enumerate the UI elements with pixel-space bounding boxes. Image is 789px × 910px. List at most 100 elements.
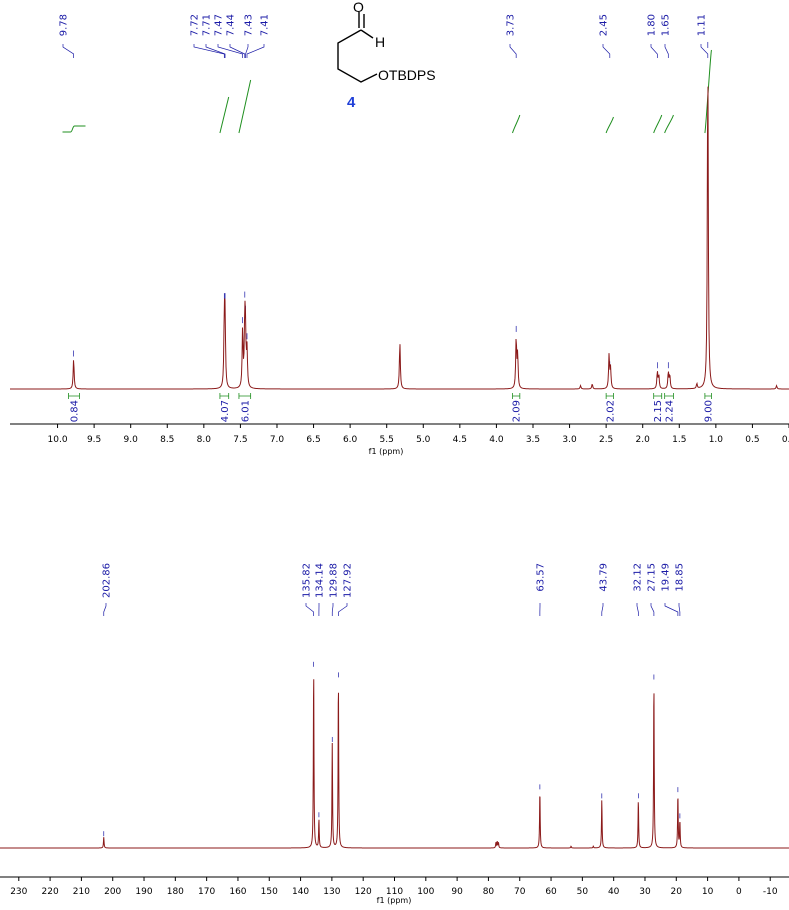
proton-integral-bracket — [705, 393, 712, 399]
carbon-x-tick-label: 100 — [417, 887, 434, 897]
carbon-peak-connector — [637, 603, 638, 616]
otbdps-group: OTBDPS — [378, 67, 436, 83]
proton-integral-bracket — [654, 393, 662, 399]
proton-peak-label: 1.11 — [697, 14, 708, 36]
proton-peak-connector — [247, 44, 264, 58]
proton-integral-value: 4.07 — [220, 400, 231, 422]
proton-x-tick-label: 6.5 — [306, 435, 320, 445]
proton-x-tick-label: 8.0 — [197, 435, 212, 445]
proton-integral-bracket — [513, 393, 520, 399]
carbon-peak-connector — [306, 603, 314, 616]
proton-x-tick-label: 7.0 — [270, 435, 285, 445]
proton-peak-connector — [665, 44, 668, 58]
proton-x-tick-label: 2.0 — [636, 435, 651, 445]
proton-integral-bracket — [606, 393, 613, 399]
atom-hydrogen: H — [375, 34, 385, 50]
carbon-chain — [338, 30, 377, 82]
carbon-x-tick-label: 70 — [514, 887, 526, 897]
aldehyde-ch-bond — [361, 30, 373, 38]
proton-integral-bracket — [220, 393, 229, 399]
carbon-peak-label: 129.88 — [329, 563, 340, 598]
carbon-x-tick-label: 150 — [261, 887, 278, 897]
carbon-peak-label: 63.57 — [536, 563, 547, 592]
proton-integral-value: 2.24 — [665, 400, 676, 422]
proton-peak-label: 2.45 — [599, 14, 610, 36]
carbon-x-tick-label: -10 — [763, 887, 778, 897]
carbon-peak-label: 134.14 — [315, 563, 326, 598]
proton-integral-curve — [63, 126, 86, 132]
proton-peak-label: 9.78 — [59, 14, 70, 36]
proton-x-tick-label: 9.0 — [124, 435, 139, 445]
carbon-peak-label: 202.86 — [102, 563, 113, 598]
carbon-x-tick-label: 90 — [451, 887, 463, 897]
proton-peak-label: 7.72 — [190, 14, 201, 36]
proton-x-tick-label: 4.0 — [489, 435, 504, 445]
proton-x-tick-label: 7.5 — [233, 435, 247, 445]
carbon-x-tick-label: 140 — [292, 887, 309, 897]
proton-integral-curve — [220, 97, 229, 133]
proton-x-tick-label: 3.5 — [526, 435, 540, 445]
proton-integral-curve — [239, 80, 251, 133]
carbon-x-tick-label: 120 — [355, 887, 372, 897]
proton-integral-curve — [606, 117, 613, 133]
proton-peak-label: 7.47 — [214, 14, 225, 36]
proton-x-tick-label: 1.0 — [709, 435, 724, 445]
carbon-peak-label: 43.79 — [599, 563, 610, 592]
carbon-peak-label: 27.15 — [647, 563, 658, 592]
proton-peak-label: 7.43 — [244, 14, 255, 36]
proton-x-tick-label: 1.5 — [672, 435, 686, 445]
proton-integral-value: 2.09 — [512, 400, 523, 422]
proton-peak-connector — [194, 44, 224, 58]
carbon-x-tick-label: 20 — [671, 887, 683, 897]
carbon-peak-connector — [665, 603, 678, 616]
carbon-x-tick-label: 10 — [702, 887, 714, 897]
carbon-x-tick-label: 190 — [135, 887, 152, 897]
proton-integral-value: 2.02 — [605, 400, 616, 422]
compound-number: 4 — [347, 94, 356, 111]
proton-x-tick-label: 2.5 — [599, 435, 613, 445]
proton-x-tick-label: 4.5 — [453, 435, 467, 445]
carbon-peak-connector — [104, 603, 106, 616]
proton-integral-curves — [63, 50, 712, 133]
proton-peak-connector — [510, 44, 516, 58]
proton-peak-connector — [206, 44, 225, 58]
carbon-x-tick-label: 30 — [639, 887, 651, 897]
carbon-peak-connector — [332, 603, 333, 616]
proton-integral-bracket — [239, 393, 251, 399]
proton-x-tick-label: 8.5 — [160, 435, 174, 445]
proton-peak-label: 1.65 — [661, 14, 672, 36]
proton-peak-label: 7.41 — [260, 14, 271, 36]
carbon-x-tick-label: 170 — [198, 887, 215, 897]
carbon-x-tick-label: 220 — [42, 887, 59, 897]
carbon-x-tick-label: 160 — [229, 887, 246, 897]
carbon-x-tick-label: 60 — [545, 887, 557, 897]
proton-integral-value: 0.84 — [70, 400, 81, 422]
carbon-x-tick-label: 40 — [608, 887, 620, 897]
carbon-peak-connector — [651, 603, 654, 616]
carbon-x-tick-label: 50 — [577, 887, 589, 897]
carbon-peak-label: 32.12 — [633, 563, 644, 592]
carbon-peak-label: 18.85 — [675, 563, 686, 592]
carbon-x-tick-label: 210 — [73, 887, 90, 897]
carbon-x-tick-label: 80 — [483, 887, 495, 897]
proton-spectrum-trace — [10, 87, 789, 389]
proton-peak-connector — [63, 44, 74, 58]
carbon-x-tick-label: 130 — [323, 887, 340, 897]
proton-x-tick-label: 0.0 — [782, 435, 789, 445]
proton-integral-bracket — [69, 393, 80, 399]
carbon-x-axis-label: f1 (ppm) — [377, 896, 412, 905]
proton-integral-bracket — [665, 393, 674, 399]
chemical-structure — [338, 12, 377, 82]
proton-x-tick-label: 0.5 — [745, 435, 759, 445]
carbon-peak-connector — [338, 603, 347, 616]
proton-x-tick-label: 6.0 — [343, 435, 358, 445]
proton-peak-connector — [701, 44, 708, 58]
carbon-x-tick-label: 180 — [167, 887, 184, 897]
carbon-x-tick-label: 230 — [10, 887, 27, 897]
proton-x-axis-label: f1 (ppm) — [369, 447, 404, 456]
